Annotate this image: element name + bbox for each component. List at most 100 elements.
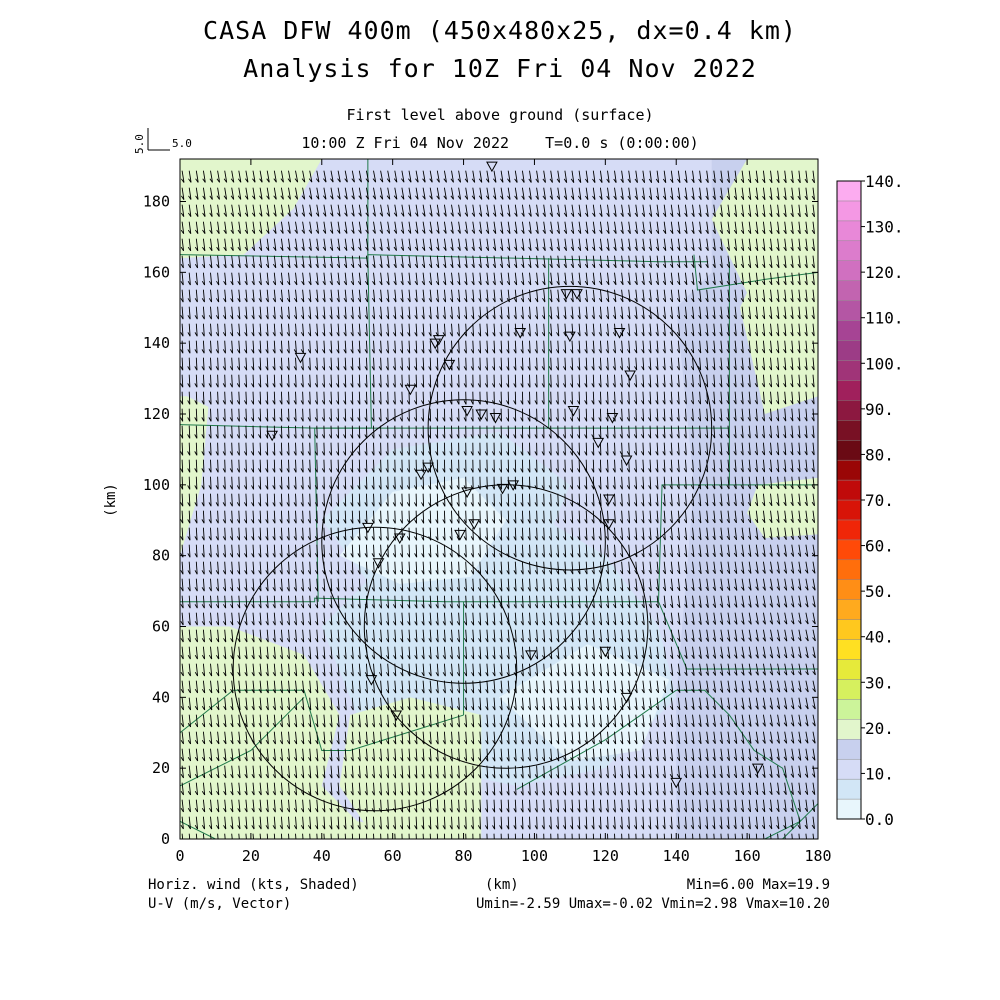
y-tick-label: 180: [143, 193, 170, 211]
radar-ring-1: [427, 285, 713, 571]
shade-south-core: [499, 644, 670, 762]
station-marker: [365, 675, 378, 686]
colorbar-swatch: [836, 439, 862, 461]
county-border: [693, 254, 818, 291]
station-marker: [489, 413, 502, 424]
station-marker: [670, 777, 683, 789]
station-marker: [461, 487, 473, 498]
y-axis-label: (km): [103, 483, 119, 517]
county-border: [516, 689, 801, 839]
chart-title: CASA DFW 400m (450x480x25, dx=0.4 km): [203, 16, 797, 45]
colorbar-swatch: [836, 400, 862, 421]
station-marker: [486, 161, 498, 173]
x-tick-label: 80: [455, 847, 473, 865]
station-marker: [294, 352, 307, 364]
shade-sw-green: [180, 626, 464, 839]
station-marker: [429, 338, 442, 350]
colorbar-swatch: [836, 559, 862, 580]
county-border: [782, 803, 818, 839]
colorbar: 0.0 10. 20. 30. 40. 50. 60. 70. 80. 90. 100. 110. 12…: [836, 172, 904, 829]
x-tick-label: 0: [175, 847, 184, 865]
colorbar-swatch: [836, 240, 862, 261]
colorbar-swatch: [836, 499, 862, 521]
colorbar-swatch: [836, 758, 862, 780]
station-marker: [390, 710, 403, 722]
station-marker: [475, 409, 488, 421]
colorbar-swatch: [836, 519, 862, 541]
station-marker: [603, 494, 615, 506]
colorbar-label: 40.: [865, 628, 894, 647]
colorbar-label: 70.: [865, 491, 894, 510]
colorbar-swatch: [836, 599, 862, 620]
station-marker: [514, 328, 527, 339]
county-border: [180, 597, 659, 603]
x-tick-label: 20: [242, 847, 260, 865]
station-marker: [620, 692, 633, 704]
colorbar-swatch: [836, 220, 862, 242]
colorbar-swatch: [836, 659, 862, 680]
station-markers: [266, 161, 764, 789]
county-border: [180, 820, 216, 839]
colorbar-label: 0.0: [865, 810, 894, 829]
y-tick-label: 0: [161, 830, 170, 848]
colorbar-swatch: [836, 579, 862, 600]
x-tick-label: 140: [663, 847, 690, 865]
colorbar-swatch: [836, 679, 862, 700]
y-tick-label: 40: [152, 688, 170, 706]
x-tick-label: 120: [592, 847, 619, 865]
station-marker: [571, 289, 583, 300]
colorbar-label: 20.: [865, 719, 894, 738]
x-axis: 0 20 40 60 80 100 120 140 160 180: [175, 159, 832, 865]
station-marker: [603, 519, 615, 530]
vector-key-vertical: 5.0: [133, 134, 146, 154]
station-marker: [461, 405, 473, 417]
x-tick-label: 60: [384, 847, 402, 865]
station-marker: [393, 533, 406, 544]
chart-subtitle: Analysis for 10Z Fri 04 Nov 2022: [243, 54, 757, 83]
station-marker: [443, 359, 456, 371]
level-label: First level above ground (surface): [346, 106, 654, 124]
station-marker: [751, 763, 764, 775]
x-tick-label: 100: [521, 847, 548, 865]
y-tick-label: 120: [143, 405, 170, 423]
county-border: [180, 689, 464, 751]
colorbar-label: 100.: [865, 354, 904, 373]
y-tick-label: 60: [152, 618, 170, 636]
station-marker: [454, 529, 466, 541]
colorbar-swatch: [836, 479, 862, 501]
colorbar-swatch: [836, 778, 862, 800]
time-label: 10:00 Z Fri 04 Nov 2022 T=0.0 s (0:00:00…: [301, 134, 699, 152]
colorbar-swatch: [836, 539, 862, 561]
colorbar-label: 10.: [865, 764, 894, 783]
colorbar-swatch: [836, 699, 862, 720]
colorbar-label: 130.: [865, 218, 904, 237]
y-tick-label: 20: [152, 759, 170, 777]
colorbar-swatch: [836, 180, 862, 202]
station-marker: [362, 522, 374, 534]
radar-ring-2: [321, 399, 606, 684]
station-marker: [415, 469, 427, 481]
colorbar-swatch: [836, 360, 862, 381]
colorbar-swatch: [836, 260, 862, 281]
x-tick-label: 40: [313, 847, 331, 865]
colorbar-swatch: [836, 420, 862, 441]
station-marker: [567, 405, 580, 417]
x-tick-label: 180: [804, 847, 831, 865]
station-marker: [606, 413, 619, 424]
station-marker: [564, 331, 576, 343]
colorbar-label: 30.: [865, 673, 894, 692]
colorbar-swatch: [836, 459, 862, 481]
county-borders: [180, 159, 818, 839]
station-marker: [507, 480, 520, 491]
colorbar-swatch: [836, 320, 862, 341]
shade-w-green: [180, 396, 209, 556]
station-marker: [624, 370, 636, 382]
x-tick-label: 160: [734, 847, 761, 865]
shade-s-green: [339, 697, 482, 839]
y-tick-label: 80: [152, 547, 170, 565]
colorbar-label: 60.: [865, 537, 894, 556]
station-marker: [613, 328, 626, 339]
colorbar-label: 90.: [865, 400, 894, 419]
footer-shading-label: Horiz. wind (kts, Shaded): [148, 877, 359, 893]
